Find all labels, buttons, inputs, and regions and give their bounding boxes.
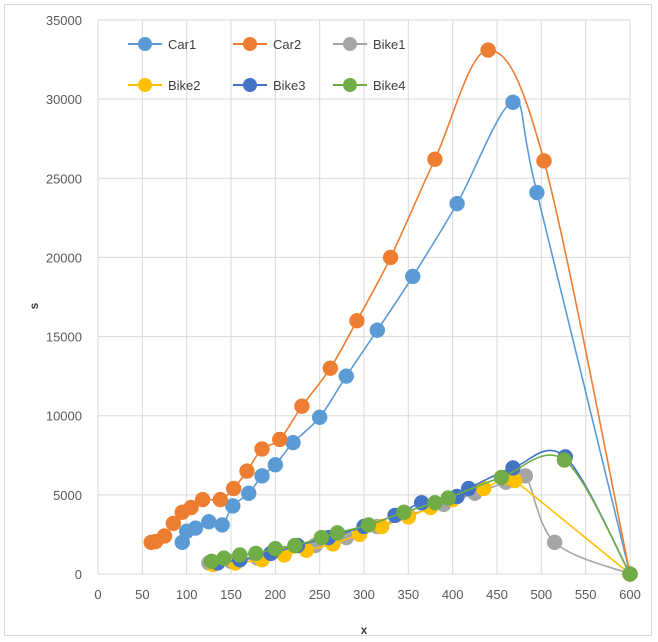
x-axis-title: x (361, 623, 368, 637)
legend-label-bike3: Bike3 (273, 78, 306, 93)
x-tick-label: 300 (353, 587, 375, 602)
data-point-bike4 (360, 517, 377, 533)
x-tick-label: 50 (135, 587, 149, 602)
data-point-car2 (294, 398, 310, 414)
series-bike2 (205, 469, 638, 582)
series-car1 (174, 94, 638, 582)
legend: Car1 Car2 Bike1 Bike2 Bike3 Bike4 (128, 37, 406, 93)
data-point-bike4 (313, 529, 330, 546)
data-point-bike4 (427, 495, 443, 511)
y-axis-title: s (27, 302, 41, 309)
data-point-bike4 (329, 525, 346, 541)
data-point-bike4 (440, 490, 456, 506)
data-point-bike4 (556, 452, 573, 468)
data-point-car1 (201, 514, 217, 530)
legend-label-bike1: Bike1 (373, 37, 406, 52)
y-tick-label: 0 (75, 567, 82, 582)
x-tick-label: 600 (619, 587, 641, 602)
x-tick-label: 500 (530, 587, 552, 602)
legend-label-bike2: Bike2 (168, 78, 201, 93)
data-point-car2 (480, 42, 496, 58)
data-point-car1 (529, 184, 545, 201)
data-point-bike3 (460, 480, 477, 497)
data-point-bike4 (396, 504, 412, 521)
y-tick-label: 30000 (46, 92, 82, 107)
y-tick-label: 20000 (46, 250, 82, 265)
data-point-car1 (254, 468, 270, 484)
data-point-car1 (285, 434, 301, 451)
series-car2 (143, 42, 638, 582)
legend-item-bike3: Bike3 (233, 78, 306, 93)
data-point-bike4 (622, 566, 638, 582)
data-point-car2 (156, 528, 173, 544)
x-axis-ticks: 0 50 100 150 200 250 300 350 400 450 500 550 600 (94, 587, 640, 602)
x-tick-label: 450 (486, 587, 508, 602)
data-point-car1 (225, 498, 241, 514)
data-point-car2 (225, 480, 242, 497)
y-tick-label: 15000 (46, 330, 82, 345)
data-point-car2 (349, 312, 365, 329)
data-point-car1 (214, 517, 230, 533)
data-point-car1 (369, 322, 386, 338)
data-point-car1 (187, 520, 204, 536)
data-point-bike4 (267, 540, 284, 557)
data-point-bike4 (216, 550, 232, 566)
data-point-bike4 (248, 545, 264, 562)
legend-item-bike2: Bike2 (128, 78, 201, 93)
series-bike4 (203, 452, 638, 582)
data-point-car2 (272, 431, 288, 448)
data-point-car1 (505, 94, 521, 111)
data-point-car1 (449, 195, 465, 212)
legend-label-car1: Car1 (168, 37, 196, 52)
data-point-car1 (405, 268, 421, 285)
data-point-car2 (382, 249, 399, 266)
legend-marker-bike3 (243, 78, 257, 92)
y-tick-label: 25000 (46, 171, 82, 186)
data-point-car2 (536, 153, 552, 169)
x-tick-label: 0 (94, 587, 101, 602)
data-point-car1 (338, 368, 355, 384)
x-tick-label: 350 (397, 587, 419, 602)
data-point-car1 (311, 409, 328, 426)
legend-item-bike4: Bike4 (333, 78, 406, 93)
legend-marker-car1 (138, 37, 152, 51)
legend-marker-car2 (243, 37, 257, 51)
legend-item-car1: Car1 (128, 37, 196, 52)
legend-label-car2: Car2 (273, 37, 301, 52)
data-point-car2 (165, 515, 182, 532)
y-tick-label: 10000 (46, 409, 82, 424)
data-point-bike1 (546, 534, 563, 551)
y-axis-ticks: 0 5000 10000 15000 20000 25000 30000 35000 (46, 13, 82, 582)
series-line-car1 (181, 101, 631, 575)
legend-label-bike4: Bike4 (373, 78, 406, 93)
data-point-car1 (267, 457, 284, 473)
x-tick-label: 150 (220, 587, 242, 602)
data-point-bike4 (493, 469, 510, 486)
data-point-bike4 (232, 547, 248, 563)
y-tick-label: 35000 (46, 13, 82, 28)
x-tick-label: 200 (264, 587, 286, 602)
x-tick-label: 550 (575, 587, 597, 602)
gridlines (97, 19, 631, 575)
legend-marker-bike2 (138, 78, 152, 92)
x-tick-label: 400 (442, 587, 464, 602)
legend-item-bike1: Bike1 (333, 37, 406, 52)
data-point-car1 (240, 485, 257, 502)
legend-marker-bike4 (343, 78, 357, 92)
data-point-car2 (183, 499, 199, 516)
data-point-car2 (427, 151, 443, 168)
data-point-bike4 (287, 537, 303, 554)
legend-marker-bike1 (343, 37, 357, 51)
legend-item-car2: Car2 (233, 37, 301, 52)
data-point-car2 (239, 463, 255, 479)
x-tick-label: 250 (309, 587, 331, 602)
series-layer (143, 42, 638, 582)
data-point-car2 (322, 360, 339, 376)
data-point-car2 (194, 491, 211, 508)
data-point-car2 (212, 491, 229, 508)
y-tick-label: 5000 (53, 488, 82, 503)
data-point-car2 (254, 441, 270, 457)
x-tick-label: 100 (176, 587, 198, 602)
